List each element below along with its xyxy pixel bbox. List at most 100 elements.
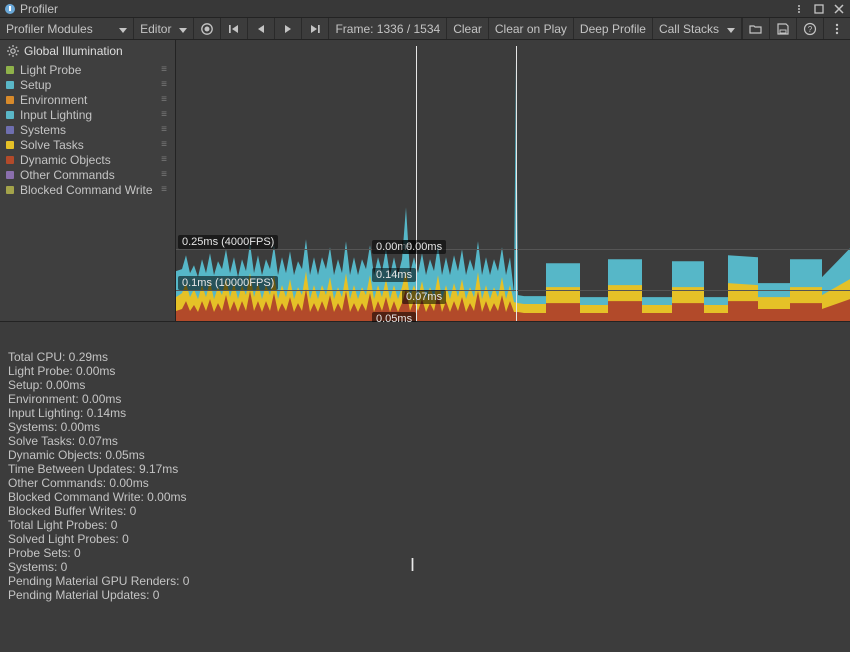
- frame-indicator: Frame: 1336 / 1534: [329, 18, 447, 39]
- legend-swatch: [6, 171, 14, 179]
- details-line: Dynamic Objects: 0.05ms: [8, 448, 842, 462]
- maximize-icon[interactable]: [812, 2, 826, 16]
- legend-item[interactable]: Systems: [0, 122, 175, 137]
- legend-label: Blocked Command Write: [20, 183, 153, 197]
- legend-swatch: [6, 186, 14, 194]
- clear-on-play-label: Clear on Play: [495, 22, 567, 36]
- details-line: Setup: 0.00ms: [8, 378, 842, 392]
- deep-profile-label: Deep Profile: [580, 22, 646, 36]
- details-line: Systems: 0.00ms: [8, 420, 842, 434]
- menu-button[interactable]: [823, 18, 850, 39]
- details-line: Environment: 0.00ms: [8, 392, 842, 406]
- module-sidebar: Global Illumination Light ProbeSetupEnvi…: [0, 40, 176, 321]
- frame-marker[interactable]: [416, 46, 417, 321]
- profiler-modules-dropdown[interactable]: Profiler Modules: [0, 18, 134, 39]
- frame-marker[interactable]: [516, 46, 517, 321]
- legend-swatch: [6, 111, 14, 119]
- text-cursor-icon: I: [410, 558, 415, 572]
- legend-label: Environment: [20, 93, 153, 107]
- details-panel: I Total CPU: 0.29msLight Probe: 0.00msSe…: [0, 322, 850, 652]
- gridline: [176, 249, 850, 250]
- details-line: Solved Light Probes: 0: [8, 532, 842, 546]
- legend-item[interactable]: Light Probe: [0, 62, 175, 77]
- save-icon: [776, 22, 790, 36]
- clear-on-play-button[interactable]: Clear on Play: [489, 18, 574, 39]
- help-button[interactable]: ?: [796, 18, 823, 39]
- legend-item[interactable]: Dynamic Objects: [0, 152, 175, 167]
- next-frame-button[interactable]: [275, 18, 302, 39]
- module-header[interactable]: Global Illumination: [0, 40, 175, 62]
- details-line: Light Probe: 0.00ms: [8, 364, 842, 378]
- target-dropdown[interactable]: Editor: [134, 18, 194, 39]
- legend-swatch: [6, 156, 14, 164]
- module-title: Global Illumination: [24, 44, 123, 58]
- call-stacks-dropdown[interactable]: Call Stacks: [653, 18, 742, 39]
- drag-grip-icon[interactable]: [159, 156, 169, 164]
- profiler-window: Profiler Profiler Modules Editor: [0, 0, 850, 652]
- legend-item[interactable]: Blocked Command Write: [0, 182, 175, 197]
- chevron-down-icon: [723, 22, 735, 36]
- legend-label: Systems: [20, 123, 153, 137]
- drag-grip-icon[interactable]: [159, 186, 169, 194]
- legend-swatch: [6, 141, 14, 149]
- legend-item[interactable]: Environment: [0, 92, 175, 107]
- prev-frame-button[interactable]: [248, 18, 275, 39]
- drag-grip-icon[interactable]: [159, 141, 169, 149]
- gear-icon: [6, 44, 20, 58]
- skip-forward-icon: [308, 22, 322, 36]
- app-icon: [4, 3, 16, 15]
- toolbar: Profiler Modules Editor: [0, 18, 850, 40]
- prev-icon: [254, 22, 268, 36]
- details-line: Total Light Probes: 0: [8, 518, 842, 532]
- deep-profile-button[interactable]: Deep Profile: [574, 18, 653, 39]
- gridline-label: 0.25ms (4000FPS): [178, 235, 278, 249]
- close-icon[interactable]: [832, 2, 846, 16]
- marker-value-label: 0.14ms: [372, 268, 416, 282]
- legend-swatch: [6, 126, 14, 134]
- drag-grip-icon[interactable]: [159, 96, 169, 104]
- clear-button[interactable]: Clear: [447, 18, 489, 39]
- kebab-icon[interactable]: [792, 2, 806, 16]
- call-stacks-label: Call Stacks: [659, 22, 719, 36]
- chevron-down-icon: [175, 22, 187, 36]
- last-frame-button[interactable]: [302, 18, 329, 39]
- legend-item[interactable]: Solve Tasks: [0, 137, 175, 152]
- drag-grip-icon[interactable]: [159, 126, 169, 134]
- first-frame-button[interactable]: [221, 18, 248, 39]
- drag-grip-icon[interactable]: [159, 66, 169, 74]
- details-line: Input Lighting: 0.14ms: [8, 406, 842, 420]
- record-icon: [200, 22, 214, 36]
- drag-grip-icon[interactable]: [159, 81, 169, 89]
- details-line: Systems: 0: [8, 560, 842, 574]
- profiler-chart[interactable]: 0.25ms (4000FPS)0.1ms (10000FPS)0.00ms0.…: [176, 40, 850, 321]
- chart-area: Global Illumination Light ProbeSetupEnvi…: [0, 40, 850, 322]
- target-label: Editor: [140, 22, 171, 36]
- chevron-down-icon: [115, 22, 127, 36]
- details-line: Blocked Buffer Writes: 0: [8, 504, 842, 518]
- svg-text:?: ?: [808, 25, 813, 34]
- details-line: Pending Material Updates: 0: [8, 588, 842, 602]
- gridline: [176, 290, 850, 291]
- folder-open-icon: [749, 22, 763, 36]
- legend-item[interactable]: Other Commands: [0, 167, 175, 182]
- legend-item[interactable]: Setup: [0, 77, 175, 92]
- legend-label: Solve Tasks: [20, 138, 153, 152]
- drag-grip-icon[interactable]: [159, 171, 169, 179]
- frame-label: Frame: 1336 / 1534: [335, 22, 440, 36]
- legend-label: Dynamic Objects: [20, 153, 153, 167]
- legend-item[interactable]: Input Lighting: [0, 107, 175, 122]
- save-button[interactable]: [769, 18, 796, 39]
- legend-label: Other Commands: [20, 168, 153, 182]
- marker-value-label: 0.07ms: [402, 290, 446, 304]
- titlebar: Profiler: [0, 0, 850, 18]
- record-button[interactable]: [194, 18, 221, 39]
- open-button[interactable]: [742, 18, 769, 39]
- details-line: Other Commands: 0.00ms: [8, 476, 842, 490]
- details-line: Total CPU: 0.29ms: [8, 350, 842, 364]
- details-line: Probe Sets: 0: [8, 546, 842, 560]
- details-line: Time Between Updates: 9.17ms: [8, 462, 842, 476]
- kebab-icon: [830, 22, 844, 36]
- drag-grip-icon[interactable]: [159, 111, 169, 119]
- details-line: Solve Tasks: 0.07ms: [8, 434, 842, 448]
- details-line: Blocked Command Write: 0.00ms: [8, 490, 842, 504]
